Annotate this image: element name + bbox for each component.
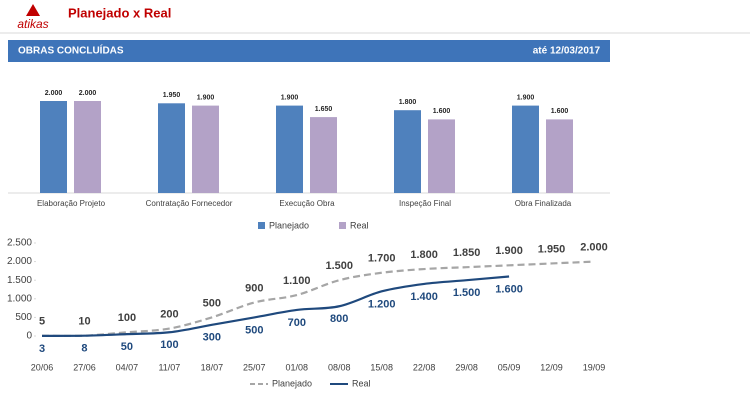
y-tick-label: 1.500 bbox=[7, 275, 32, 286]
legend-label: Real bbox=[352, 378, 371, 388]
x-tick-label: 25/07 bbox=[243, 362, 266, 372]
x-tick-label: 05/09 bbox=[498, 362, 521, 372]
data-label: 1.600 bbox=[551, 108, 569, 115]
x-tick-label: 18/07 bbox=[201, 362, 224, 372]
data-label: 1.900 bbox=[517, 94, 535, 101]
x-tick-label: Inspeção Final bbox=[399, 199, 451, 208]
data-label: 1.800 bbox=[410, 249, 438, 261]
data-label: 1.950 bbox=[163, 92, 181, 99]
data-label: 8 bbox=[81, 343, 87, 355]
data-label: 1.800 bbox=[399, 99, 417, 106]
x-tick-label: 11/07 bbox=[158, 362, 180, 372]
line bbox=[41, 275, 510, 337]
y-tick-label: 500 bbox=[15, 312, 32, 323]
bar bbox=[546, 119, 573, 193]
data-label: 500 bbox=[203, 297, 221, 309]
legend-swatch bbox=[258, 222, 265, 229]
x-tick-label: Execução Obra bbox=[279, 199, 335, 208]
x-tick-label: 04/07 bbox=[116, 362, 139, 372]
data-label: 50 bbox=[121, 341, 133, 353]
data-label: 5 bbox=[39, 316, 45, 328]
data-label: 1.600 bbox=[495, 283, 523, 295]
line bbox=[41, 260, 595, 338]
data-label: 300 bbox=[203, 332, 221, 344]
page-title: Planejado x Real bbox=[68, 5, 171, 20]
data-label: 1.950 bbox=[538, 243, 566, 255]
bar bbox=[74, 101, 101, 193]
data-label: 1.900 bbox=[281, 94, 299, 101]
data-label: 1.900 bbox=[495, 245, 523, 257]
x-tick-label: 22/08 bbox=[413, 362, 436, 372]
x-tick-label: 29/08 bbox=[455, 362, 478, 372]
data-label: 1.500 bbox=[325, 260, 353, 272]
x-tick-label: 01/08 bbox=[286, 362, 309, 372]
data-label: 2.000 bbox=[45, 90, 63, 97]
legend-label: Real bbox=[350, 220, 369, 230]
x-tick-label: Elaboração Projeto bbox=[37, 199, 106, 208]
logo: atikas bbox=[17, 17, 48, 31]
bar bbox=[310, 117, 337, 193]
bar bbox=[512, 105, 539, 193]
y-tick-label: 1.000 bbox=[7, 293, 32, 304]
y-tick-label: 0 bbox=[26, 331, 32, 342]
x-tick-label: Contratação Fornecedor bbox=[146, 199, 233, 208]
data-label: 1.200 bbox=[368, 298, 396, 310]
x-tick-label: 15/08 bbox=[370, 362, 393, 372]
y-tick-label: 2.500 bbox=[7, 238, 32, 249]
x-tick-label: Obra Finalizada bbox=[515, 199, 572, 208]
legend-label: Planejado bbox=[272, 378, 312, 388]
bar bbox=[158, 103, 185, 193]
data-label: 100 bbox=[160, 339, 178, 351]
data-label: 200 bbox=[160, 308, 178, 320]
data-label: 1.700 bbox=[368, 253, 396, 265]
data-label: 700 bbox=[288, 317, 306, 329]
x-tick-label: 08/08 bbox=[328, 362, 351, 372]
x-tick-label: 12/09 bbox=[540, 362, 563, 372]
data-label: 800 bbox=[330, 313, 348, 325]
data-label: 1.500 bbox=[453, 287, 481, 299]
data-label: 2.000 bbox=[580, 242, 608, 254]
data-label: 1.850 bbox=[453, 247, 481, 259]
logo-icon bbox=[26, 4, 40, 16]
x-tick-label: 20/06 bbox=[31, 362, 54, 372]
data-label: 2.000 bbox=[79, 90, 97, 97]
data-label: 1.650 bbox=[315, 106, 333, 113]
bar bbox=[428, 119, 455, 193]
data-label: 900 bbox=[245, 282, 263, 294]
legend-label: Planejado bbox=[269, 220, 309, 230]
bar bbox=[276, 105, 303, 193]
y-tick-label: 2.000 bbox=[7, 256, 32, 267]
banner bbox=[8, 40, 610, 62]
bar bbox=[192, 105, 219, 193]
data-label: 3 bbox=[39, 343, 45, 355]
data-label: 1.600 bbox=[433, 108, 451, 115]
banner-title: OBRAS CONCLUÍDAS bbox=[18, 44, 124, 57]
data-label: 100 bbox=[118, 312, 136, 324]
data-label: 1.900 bbox=[197, 94, 215, 101]
bar bbox=[40, 101, 67, 193]
banner-date: até 12/03/2017 bbox=[533, 46, 601, 57]
x-tick-label: 19/09 bbox=[583, 362, 606, 372]
legend-swatch bbox=[339, 222, 346, 229]
data-label: 1.400 bbox=[410, 291, 438, 303]
data-label: 500 bbox=[245, 324, 263, 336]
data-label: 1.100 bbox=[283, 275, 311, 287]
x-tick-label: 27/06 bbox=[73, 362, 96, 372]
bar bbox=[394, 110, 421, 193]
data-label: 10 bbox=[78, 316, 90, 328]
